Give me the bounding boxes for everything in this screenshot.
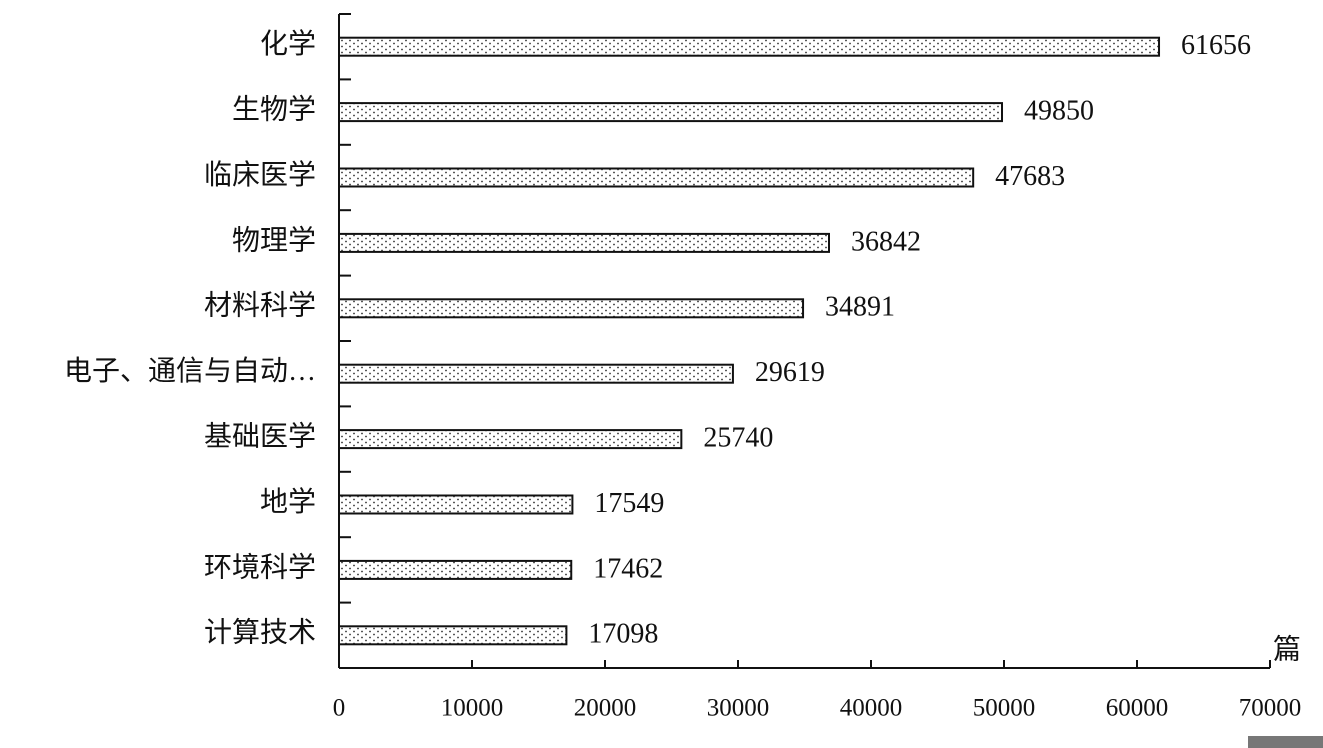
bar bbox=[338, 102, 1004, 123]
bar bbox=[338, 429, 683, 450]
y-tick-label: 材料科学 bbox=[204, 290, 316, 322]
y-tick-label: 基础医学 bbox=[204, 421, 316, 453]
value-label: 36842 bbox=[851, 226, 921, 257]
y-tick-label: 环境科学 bbox=[204, 551, 316, 583]
y-tick-label: 地学 bbox=[260, 486, 316, 518]
x-tick-label: 20000 bbox=[574, 695, 637, 722]
value-label: 17462 bbox=[593, 553, 663, 584]
value-label: 61656 bbox=[1181, 30, 1251, 61]
bar bbox=[338, 298, 805, 319]
bar bbox=[338, 559, 573, 580]
bar bbox=[338, 232, 830, 253]
y-tick-label: 临床医学 bbox=[204, 159, 316, 191]
bar bbox=[338, 36, 1161, 57]
x-tick-label: 70000 bbox=[1239, 695, 1302, 722]
y-tick-label: 计算技术 bbox=[204, 617, 316, 649]
value-label: 34891 bbox=[825, 292, 895, 323]
bar bbox=[338, 363, 734, 384]
value-label: 49850 bbox=[1024, 96, 1094, 127]
x-tick-label: 10000 bbox=[441, 695, 504, 722]
x-unit: 篇 bbox=[1273, 633, 1301, 665]
y-tick-label: 物理学 bbox=[232, 224, 316, 256]
y-tick-label: 化学 bbox=[260, 28, 316, 60]
x-tick-label: 0 bbox=[333, 695, 346, 722]
value-label: 17098 bbox=[588, 619, 658, 650]
bar bbox=[338, 625, 568, 646]
x-tick-label: 50000 bbox=[973, 695, 1036, 722]
y-tick-label: 生物学 bbox=[232, 94, 316, 126]
y-tick-label: 电子、通信与自动… bbox=[64, 355, 316, 387]
value-label: 29619 bbox=[755, 357, 825, 388]
bar bbox=[338, 494, 574, 515]
bar bbox=[338, 167, 975, 188]
value-label: 17549 bbox=[594, 488, 664, 519]
x-tick-label: 40000 bbox=[840, 695, 903, 722]
value-label: 47683 bbox=[995, 161, 1065, 192]
x-tick-label: 30000 bbox=[707, 695, 770, 722]
x-tick-label: 60000 bbox=[1106, 695, 1169, 722]
value-label: 25740 bbox=[703, 423, 773, 454]
corner-mark bbox=[1248, 736, 1323, 748]
